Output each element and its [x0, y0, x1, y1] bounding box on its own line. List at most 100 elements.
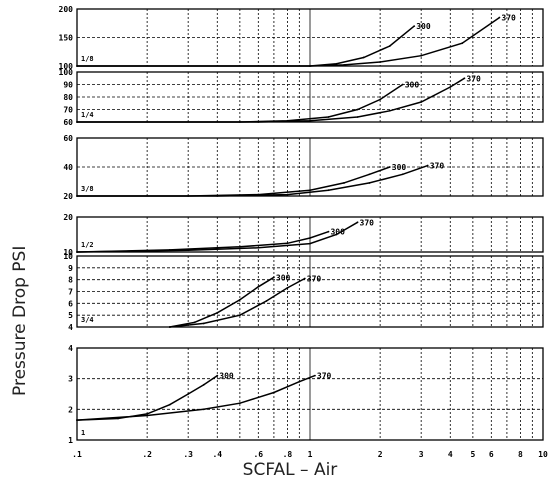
x-tick-label: 3 [419, 450, 424, 459]
data-point [187, 393, 190, 395]
y-tick-label: 1 [68, 436, 73, 445]
data-point [327, 116, 330, 118]
data-point [498, 16, 501, 19]
data-point [309, 237, 311, 239]
series-label: 370 [307, 274, 322, 283]
y-tick-label: 2 [68, 405, 73, 414]
series-label: 300 [405, 81, 420, 90]
y-tick-label: 20 [63, 192, 73, 201]
y-tick-label: 5 [68, 311, 73, 320]
data-point [286, 193, 289, 196]
data-point [168, 403, 171, 406]
panel-label: 1/2 [81, 241, 94, 249]
data-point [238, 245, 241, 248]
data-point [309, 65, 311, 67]
series-label: 370 [317, 372, 332, 381]
y-tick-label: 100 [59, 62, 74, 71]
panel-label: 3/4 [81, 316, 94, 324]
y-tick-label: 60 [63, 134, 73, 143]
data-point [146, 413, 149, 415]
x-tick-label: 5 [470, 450, 475, 459]
data-point [238, 402, 241, 405]
panel-frame [76, 71, 544, 123]
data-point [420, 101, 423, 103]
y-tick-label: 60 [63, 118, 73, 127]
x-tick-label: 10 [538, 450, 548, 459]
x-tick-label: .4 [212, 450, 222, 459]
data-point [356, 116, 359, 118]
data-point [327, 230, 330, 233]
series-line-300 [77, 25, 415, 67]
panel-frame [76, 216, 544, 253]
data-point [146, 414, 149, 417]
y-tick-label: 3 [68, 375, 73, 384]
y-tick-label: 4 [68, 323, 73, 332]
data-point [257, 121, 260, 123]
data-point [76, 65, 78, 67]
series-line-370 [77, 77, 465, 123]
y-tick-label: 100 [59, 68, 74, 77]
data-point [309, 119, 311, 122]
data-point [401, 173, 404, 176]
data-point [76, 251, 78, 253]
data-point [303, 277, 306, 280]
x-tick-label: .6 [253, 450, 263, 459]
y-tick-label: 9 [68, 264, 73, 273]
series-label: 370 [501, 14, 516, 23]
data-point [193, 321, 196, 324]
x-tick-label: 6 [489, 450, 494, 459]
data-point [379, 61, 382, 63]
data-point [343, 182, 345, 184]
data-point [335, 233, 338, 236]
series-line-300 [76, 230, 329, 253]
data-point [388, 109, 391, 112]
data-point [463, 77, 466, 80]
data-point [257, 246, 260, 249]
data-point [309, 242, 311, 245]
data-point [420, 54, 423, 57]
data-point [286, 242, 289, 245]
data-point [216, 195, 219, 197]
data-point [298, 380, 301, 383]
panel-frame [76, 255, 544, 328]
y-tick-label: 4 [68, 344, 73, 353]
data-point [356, 108, 359, 111]
x-tick-label: 8 [518, 450, 523, 459]
data-point [388, 45, 391, 47]
x-tick-label: 4 [448, 450, 453, 459]
data-point [426, 164, 429, 167]
y-tick-label: 80 [63, 93, 73, 102]
data-point [76, 419, 78, 421]
data-point [309, 189, 311, 192]
data-point [216, 311, 219, 314]
x-tick-label: .3 [183, 450, 193, 459]
data-point [202, 322, 205, 325]
y-tick-label: 8 [68, 276, 73, 285]
data-point [238, 314, 241, 317]
series-label: 300 [392, 163, 407, 172]
data-point [76, 195, 78, 197]
data-point [273, 276, 275, 279]
y-tick-label: 70 [63, 106, 73, 115]
series-label: 300 [416, 22, 431, 31]
data-point [216, 374, 219, 377]
series-line-370 [169, 277, 306, 328]
data-point [273, 391, 275, 394]
data-point [368, 182, 371, 184]
x-tick-label: .1 [72, 450, 82, 459]
data-point [286, 287, 289, 289]
y-tick-label: 90 [63, 81, 73, 90]
series-line-370 [76, 374, 316, 421]
data-point [379, 98, 382, 101]
series-line-300 [169, 276, 275, 328]
data-point [314, 374, 316, 377]
x-tick-label: 2 [378, 450, 383, 459]
data-point [368, 173, 371, 176]
series-label: 370 [430, 162, 445, 171]
data-point [362, 56, 365, 59]
x-tick-label: .2 [142, 450, 152, 459]
y-tick-label: 40 [63, 163, 73, 172]
data-point [413, 25, 416, 27]
data-point [257, 285, 260, 288]
